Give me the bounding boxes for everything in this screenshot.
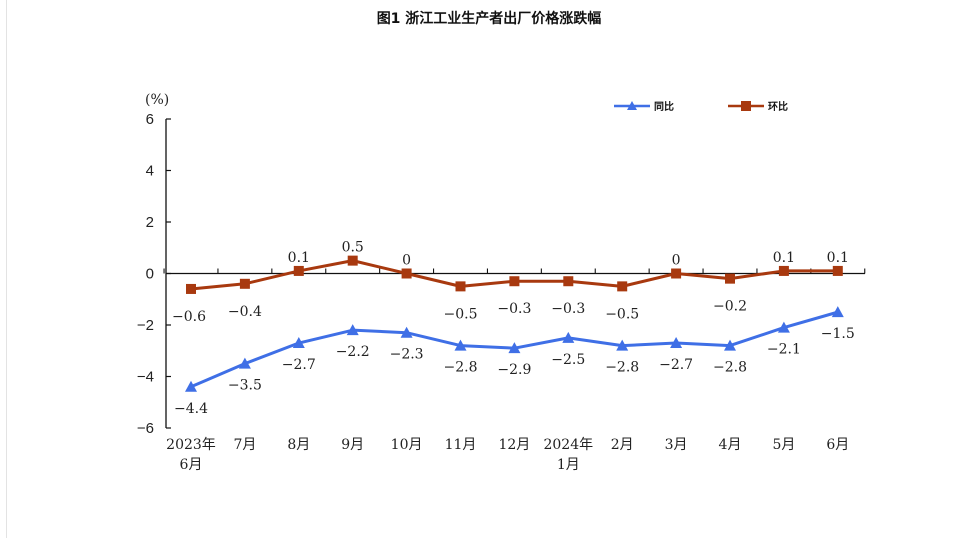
x-tick-label: 5月 bbox=[772, 437, 795, 453]
y-tick-label: −2 bbox=[137, 317, 154, 334]
data-label-mom: −0.2 bbox=[713, 299, 747, 315]
data-label-mom: −0.5 bbox=[444, 306, 478, 322]
point-marker-yoy bbox=[777, 321, 790, 333]
data-label-yoy: −2.3 bbox=[390, 347, 424, 363]
data-label-yoy: −2.8 bbox=[444, 360, 478, 376]
data-label-mom: 0 bbox=[672, 253, 681, 269]
series-layer bbox=[185, 255, 844, 392]
legend: 同比 环比 bbox=[614, 100, 788, 113]
point-marker-yoy bbox=[562, 331, 575, 343]
data-label-mom: −0.3 bbox=[497, 301, 531, 317]
point-marker-yoy bbox=[724, 339, 736, 351]
data-label-mom: 0.5 bbox=[342, 240, 364, 256]
data-label-mom: −0.5 bbox=[605, 306, 639, 322]
data-label-yoy: −2.2 bbox=[336, 344, 370, 360]
x-tick-label: 8月 bbox=[287, 437, 310, 453]
x-tick-label: 9月 bbox=[341, 437, 364, 453]
x-tick-label: 11月 bbox=[445, 437, 477, 453]
data-label-yoy: −2.1 bbox=[767, 342, 801, 358]
data-label-yoy: −2.5 bbox=[551, 352, 585, 368]
x-tick-label: 2月 bbox=[611, 437, 634, 453]
x-tick-label: 12月 bbox=[498, 437, 530, 453]
data-label-yoy: −4.4 bbox=[174, 401, 208, 417]
data-label-mom: 0 bbox=[402, 253, 411, 269]
point-marker-mom bbox=[725, 273, 735, 284]
data-label-mom: −0.6 bbox=[172, 309, 206, 325]
point-marker-yoy bbox=[292, 337, 305, 349]
y-tick-label: −6 bbox=[137, 420, 154, 437]
y-tick-label: 4 bbox=[146, 163, 154, 180]
point-marker-yoy bbox=[616, 339, 629, 351]
point-marker-mom bbox=[293, 265, 304, 276]
point-marker-yoy bbox=[454, 339, 467, 351]
y-tick-label: 2 bbox=[146, 214, 154, 231]
y-tick-label: 6 bbox=[146, 111, 154, 128]
data-label-mom: 0.1 bbox=[827, 250, 849, 266]
point-marker-mom bbox=[239, 278, 250, 289]
x-tick-label: 2023年 6月 bbox=[166, 437, 216, 473]
data-label-mom: −0.3 bbox=[551, 301, 585, 317]
point-marker-yoy bbox=[400, 326, 413, 338]
legend-label: 同比 bbox=[654, 100, 674, 113]
data-labels: −4.4 −3.5 −2.7 −2.2 −2.3 −2.8 −2.9 −2.5 −2.8 −2.7… bbox=[172, 240, 855, 417]
data-label-yoy: −1.5 bbox=[821, 326, 855, 342]
data-label-yoy: −3.5 bbox=[228, 378, 262, 394]
point-marker-mom bbox=[617, 281, 628, 292]
x-tick-label: 3月 bbox=[665, 437, 688, 453]
data-label-mom: 0.1 bbox=[773, 250, 795, 266]
point-marker-yoy bbox=[346, 324, 359, 336]
legend-marker-triangle bbox=[627, 101, 637, 110]
data-label-yoy: −2.8 bbox=[713, 360, 747, 376]
legend-marker-square bbox=[741, 101, 751, 111]
point-marker-yoy bbox=[508, 342, 521, 354]
x-tick-label: 7月 bbox=[233, 437, 256, 453]
point-marker-yoy bbox=[185, 380, 197, 392]
point-marker-mom bbox=[778, 265, 789, 276]
data-label-yoy: −2.9 bbox=[497, 362, 531, 378]
y-tick-label: −4 bbox=[137, 369, 154, 386]
point-marker-mom bbox=[347, 255, 358, 266]
page-left-rule bbox=[6, 0, 7, 538]
data-label-mom: 0.1 bbox=[288, 250, 310, 266]
data-label-yoy: −2.8 bbox=[605, 360, 639, 376]
x-tick-label: 2024年 1月 bbox=[543, 437, 593, 473]
point-marker-yoy bbox=[831, 306, 844, 318]
point-marker-mom bbox=[401, 268, 412, 279]
data-label-yoy: −2.7 bbox=[659, 357, 693, 373]
x-tick-label: 4月 bbox=[719, 437, 742, 453]
data-label-yoy: −2.7 bbox=[282, 357, 316, 373]
y-axis-unit: (%) bbox=[145, 92, 169, 108]
x-tick-label: 10月 bbox=[391, 437, 423, 453]
y-tick-label: 0 bbox=[146, 266, 154, 283]
legend-label: 环比 bbox=[768, 100, 788, 113]
point-marker-mom bbox=[563, 276, 574, 287]
point-marker-yoy bbox=[670, 337, 683, 349]
point-marker-mom bbox=[832, 265, 843, 276]
point-marker-mom bbox=[455, 281, 466, 292]
point-marker-mom bbox=[671, 268, 682, 279]
point-marker-mom bbox=[509, 276, 520, 287]
point-marker-yoy bbox=[238, 357, 251, 369]
x-tick-label: 6月 bbox=[826, 437, 849, 453]
point-marker-mom bbox=[186, 283, 196, 294]
chart-title: 图1 浙江工业生产者出厂价格涨跌幅 bbox=[376, 11, 602, 27]
data-label-mom: −0.4 bbox=[228, 304, 262, 320]
